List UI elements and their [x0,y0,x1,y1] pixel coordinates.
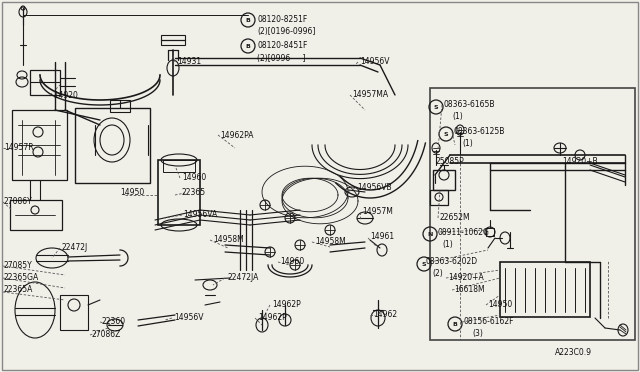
Text: B: B [452,321,458,327]
Text: (2)[0996-    ]: (2)[0996- ] [257,54,305,63]
Bar [430,88,635,340]
Text: S: S [422,262,426,266]
Text: 22360: 22360 [102,317,126,326]
Bar [161,35,185,45]
Text: 14961: 14961 [370,232,394,241]
Text: (3): (3) [472,329,483,338]
Text: S: S [444,131,448,137]
Text: 14962P: 14962P [272,300,301,309]
Bar [500,262,590,317]
Text: N: N [428,231,433,237]
Text: 25085P: 25085P [435,157,464,166]
Text: 14956VB: 14956VB [357,183,392,192]
Text: 08911-1062G: 08911-1062G [438,228,490,237]
Text: 08120-8451F: 08120-8451F [258,41,308,50]
Text: 08363-6202D: 08363-6202D [426,257,478,266]
Text: 08363-6165B: 08363-6165B [444,100,495,109]
Text: S: S [434,105,438,109]
Text: 22365A: 22365A [4,285,33,294]
Text: 14960: 14960 [182,173,206,182]
Text: 22472JA: 22472JA [228,273,259,282]
Text: (2): (2) [432,269,443,278]
Text: 14956V: 14956V [174,313,204,322]
Bar [163,160,195,172]
Text: 08363-6125B: 08363-6125B [454,127,506,136]
Text: 14931: 14931 [177,57,201,66]
Text: A223C0.9: A223C0.9 [555,348,592,357]
Text: 27086Z: 27086Z [92,330,122,339]
Text: 27085Y: 27085Y [4,261,33,270]
Text: 14958M: 14958M [213,235,244,244]
Text: 14957R: 14957R [4,143,34,152]
Bar [433,170,455,190]
Bar [75,108,150,183]
Text: B: B [246,44,250,48]
Text: 14958M: 14958M [315,237,346,246]
Text: 14920+B: 14920+B [562,157,598,166]
Text: 22472J: 22472J [62,243,88,252]
Text: 14950: 14950 [120,188,144,197]
Text: 22652M: 22652M [440,213,470,222]
Bar [158,160,200,225]
Text: 14920+A: 14920+A [448,273,484,282]
Text: (1): (1) [452,112,463,121]
Text: (1): (1) [462,139,473,148]
Bar [430,190,448,205]
Text: 14960: 14960 [280,257,304,266]
Bar [60,295,88,330]
Text: 14962: 14962 [373,310,397,319]
Text: 08120-8251F: 08120-8251F [258,15,308,24]
Text: 08156-6162F: 08156-6162F [464,317,515,326]
Text: 16618M: 16618M [454,285,484,294]
Text: 14957M: 14957M [362,207,393,216]
Bar [486,228,494,236]
Text: -14920: -14920 [52,91,79,100]
Text: 14956VA: 14956VA [183,210,217,219]
Text: 14962PA: 14962PA [220,131,253,140]
Text: 22365GA: 22365GA [4,273,39,282]
Text: 14962P: 14962P [258,313,287,322]
Text: B: B [246,17,250,22]
Text: 27086Y: 27086Y [4,197,33,206]
Bar [12,110,67,180]
Bar [30,70,60,95]
Bar [110,100,130,112]
Text: 14957MA: 14957MA [352,90,388,99]
Text: (2)[0196-0996]: (2)[0196-0996] [257,27,316,36]
Bar [10,200,62,230]
Text: 22365: 22365 [182,188,206,197]
Text: 14950: 14950 [488,300,512,309]
Text: (1): (1) [442,240,452,249]
Text: 14956V: 14956V [360,57,390,66]
